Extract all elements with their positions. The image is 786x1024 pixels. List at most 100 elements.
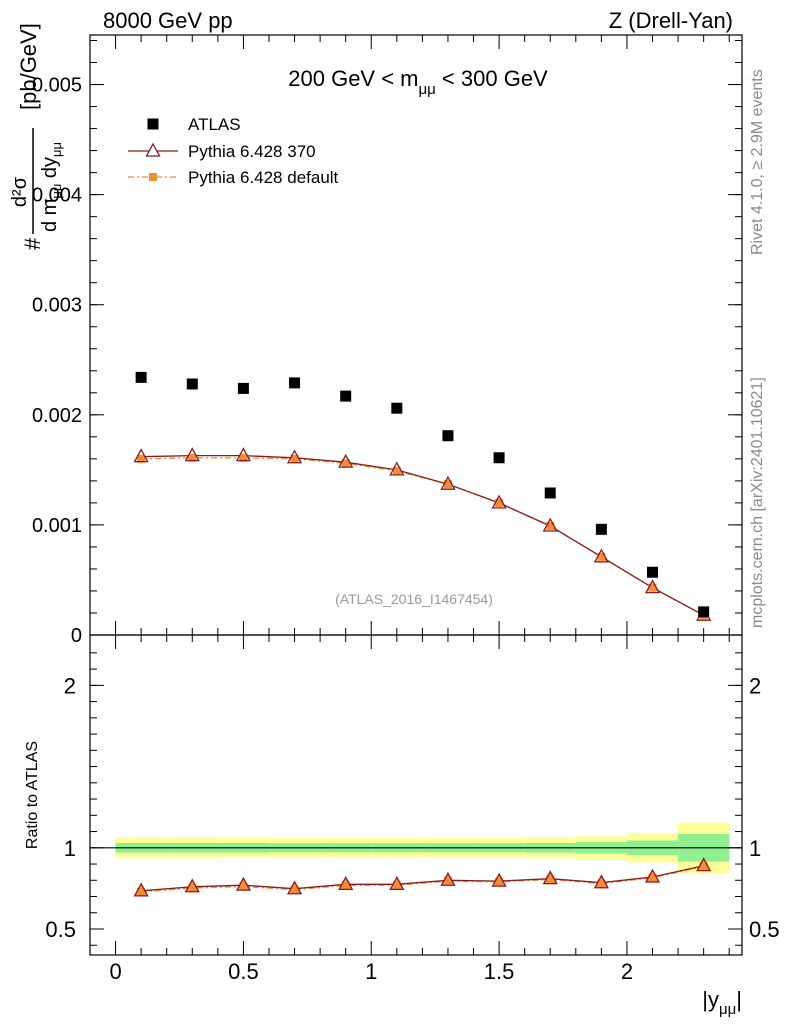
pythia-370-point bbox=[389, 461, 405, 476]
x-axis-label-end: | bbox=[736, 987, 742, 1012]
ratio-y-ticks: 0.5 0.5 1 1 2 2 bbox=[45, 652, 780, 946]
y-axis-denominator: d mμμ dyμμ bbox=[39, 142, 64, 232]
ratio-y-tick-label: 2 bbox=[64, 673, 76, 698]
legend-label: ATLAS bbox=[188, 115, 241, 134]
legend: ATLAS Pythia 6.428 370 Pythia 6.428 defaul… bbox=[128, 115, 339, 187]
pythia-default-point bbox=[495, 498, 504, 507]
legend-default-marker bbox=[149, 173, 157, 181]
pythia-370-point bbox=[491, 494, 507, 509]
ratio-panel-frame bbox=[89, 634, 743, 956]
x-axis-label: |yμμ| bbox=[702, 987, 742, 1018]
ratio-series-group bbox=[133, 857, 712, 897]
ratio-y-tick-label-right: 0.5 bbox=[749, 917, 780, 942]
ratio-default-line bbox=[141, 865, 704, 893]
ratio-370-point bbox=[338, 875, 354, 890]
legend-atlas-marker bbox=[147, 118, 159, 130]
x-axis-label-sub: μμ bbox=[719, 1001, 736, 1018]
ratio-370-point bbox=[286, 880, 303, 895]
pythia-default-point bbox=[648, 583, 657, 592]
pythia-default-point bbox=[597, 552, 606, 561]
main-y-tick-label: 0 bbox=[71, 625, 82, 647]
ratio-y-tick-label-right: 2 bbox=[749, 673, 761, 698]
main-y-ticks: 0 0.001 0.002 0.003 0.004 0.005 bbox=[32, 40, 742, 647]
ratio-370-point bbox=[389, 875, 405, 890]
ratio-370-point bbox=[440, 871, 456, 886]
atlas-data-point bbox=[340, 390, 352, 402]
pythia-370-point bbox=[235, 447, 252, 462]
main-y-tick-label: 0.002 bbox=[32, 405, 82, 427]
mcplots-label: mcplots.cern.ch [arXiv:2401.10621] bbox=[749, 377, 766, 628]
atlas-data-point bbox=[647, 566, 659, 578]
main-panel: 0 0.001 0.002 0.003 0.004 0.005 (ATLAS_2016_I… bbox=[32, 34, 743, 647]
ratio-x-ticks: 0 0.5 1 1.5 2 bbox=[109, 635, 730, 984]
atlas-data-point bbox=[493, 452, 505, 464]
y-axis-numerator: d²σ bbox=[9, 176, 31, 207]
ratio-x-tick-label: 0 bbox=[109, 959, 121, 984]
pythia-370-point bbox=[644, 579, 661, 594]
ratio-x-tick-label: 0.5 bbox=[228, 959, 259, 984]
main-series-group bbox=[133, 371, 712, 621]
pythia-370-point bbox=[184, 447, 200, 462]
mass-range-sub: μμ bbox=[419, 81, 436, 98]
ratio-370-point bbox=[491, 872, 507, 887]
pythia-370-point bbox=[133, 448, 149, 463]
ratio-370-point bbox=[593, 874, 609, 889]
pythia-default-point bbox=[546, 522, 555, 531]
ratio-370-point bbox=[235, 876, 252, 891]
legend-label: Pythia 6.428 370 bbox=[188, 142, 316, 161]
ratio-panel: 0.5 0.5 1 1 2 2 0 0.5 1 1.5 2 bbox=[45, 634, 780, 984]
process-label: Z (Drell-Yan) bbox=[609, 8, 733, 33]
analysis-watermark: (ATLAS_2016_I1467454) bbox=[335, 591, 493, 607]
pythia-default-point bbox=[137, 454, 146, 463]
atlas-data-point bbox=[698, 606, 710, 618]
pythia-default-point bbox=[188, 453, 197, 462]
ratio-370-point bbox=[696, 857, 712, 872]
ratio-x-tick-label: 1.5 bbox=[484, 959, 515, 984]
atlas-data-point bbox=[442, 430, 454, 442]
pythia-370-point bbox=[286, 449, 303, 464]
ratio-y-tick-label: 0.5 bbox=[45, 917, 76, 942]
pythia-370-point bbox=[338, 453, 354, 468]
atlas-data-point bbox=[595, 523, 607, 535]
legend-label: Pythia 6.428 default bbox=[188, 168, 339, 187]
y-axis-den-sub2: μμ bbox=[49, 142, 64, 157]
y-axis-den-pre: d m bbox=[39, 199, 61, 232]
atlas-data-point bbox=[135, 371, 147, 383]
ratio-370-point bbox=[644, 868, 661, 883]
atlas-data-point bbox=[237, 382, 249, 394]
pythia-default-point bbox=[239, 453, 248, 462]
pythia-370-line bbox=[141, 454, 704, 616]
atlas-data-point bbox=[186, 378, 198, 390]
ratio-y-tick-label-right: 1 bbox=[749, 836, 761, 861]
ratio-y-tick-label: 1 bbox=[64, 836, 76, 861]
y-axis-prefix: # bbox=[20, 237, 45, 250]
ratio-axis-label: Ratio to ATLAS bbox=[24, 741, 41, 849]
pythia-370-point bbox=[542, 517, 558, 532]
y-axis-unit: [pb/GeV] bbox=[16, 23, 41, 110]
pythia-default-point bbox=[341, 459, 350, 468]
pythia-default-point bbox=[443, 480, 452, 489]
ratio-x-tick-label: 2 bbox=[621, 959, 633, 984]
ratio-370-point bbox=[184, 878, 200, 893]
pythia-default-point bbox=[290, 454, 299, 463]
ratio-370-point bbox=[133, 882, 149, 897]
main-y-tick-label: 0.003 bbox=[32, 295, 82, 317]
pythia-default-point bbox=[392, 466, 401, 475]
main-y-tick-label: 0.001 bbox=[32, 515, 82, 537]
y-axis-label: # d²σ d mμμ dyμμ [pb/GeV] bbox=[9, 23, 64, 250]
main-y-tick-label: 0.004 bbox=[32, 185, 82, 207]
pythia-370-point bbox=[593, 548, 609, 563]
atlas-data-point bbox=[289, 377, 301, 389]
y-axis-den-mid: dy bbox=[39, 157, 61, 184]
legend-370-marker bbox=[145, 142, 161, 157]
pythia-370-point bbox=[440, 475, 456, 490]
main-y-tick-label: 0.005 bbox=[32, 75, 82, 97]
y-axis-den-sub1: μμ bbox=[49, 184, 64, 199]
x-axis-label-main: |y bbox=[702, 987, 719, 1012]
ratio-x-tick-label: 1 bbox=[365, 959, 377, 984]
energy-label: 8000 GeV pp bbox=[103, 8, 233, 33]
mass-range-tail: < 300 GeV bbox=[436, 66, 548, 91]
main-x-ticks bbox=[115, 35, 730, 635]
atlas-data-point bbox=[544, 487, 556, 499]
